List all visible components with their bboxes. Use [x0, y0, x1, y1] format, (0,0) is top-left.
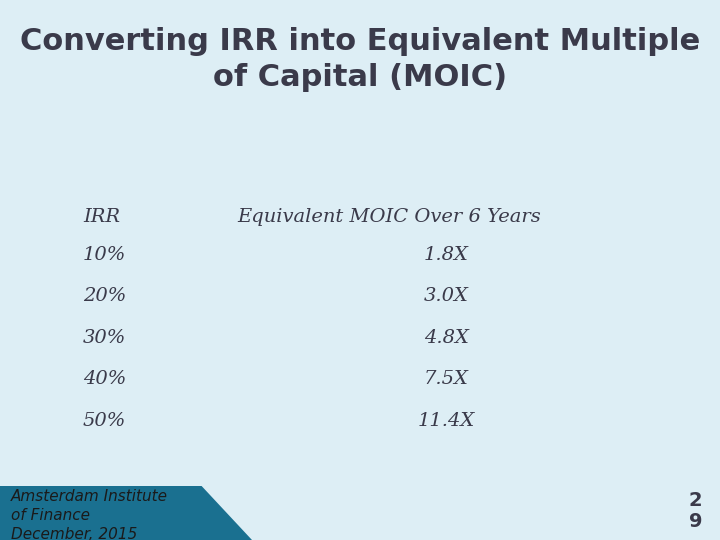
- Text: 20%: 20%: [83, 287, 126, 305]
- Text: 40%: 40%: [83, 370, 126, 388]
- Text: 1.8X: 1.8X: [424, 246, 469, 264]
- Text: 4.8X: 4.8X: [424, 329, 469, 347]
- Polygon shape: [0, 486, 202, 540]
- Text: Amsterdam Institute
of Finance
December, 2015: Amsterdam Institute of Finance December,…: [11, 489, 168, 540]
- Text: IRR: IRR: [83, 208, 120, 226]
- Text: 50%: 50%: [83, 412, 126, 430]
- Text: Equivalent MOIC Over 6 Years: Equivalent MOIC Over 6 Years: [238, 208, 541, 226]
- Text: 30%: 30%: [83, 329, 126, 347]
- Text: 3.0X: 3.0X: [424, 287, 469, 305]
- Text: 11.4X: 11.4X: [418, 412, 475, 430]
- Text: 7.5X: 7.5X: [424, 370, 469, 388]
- Text: 2
9: 2 9: [688, 491, 702, 531]
- Text: 10%: 10%: [83, 246, 126, 264]
- Polygon shape: [0, 486, 252, 540]
- Text: Converting IRR into Equivalent Multiple
of Capital (MOIC): Converting IRR into Equivalent Multiple …: [20, 27, 700, 92]
